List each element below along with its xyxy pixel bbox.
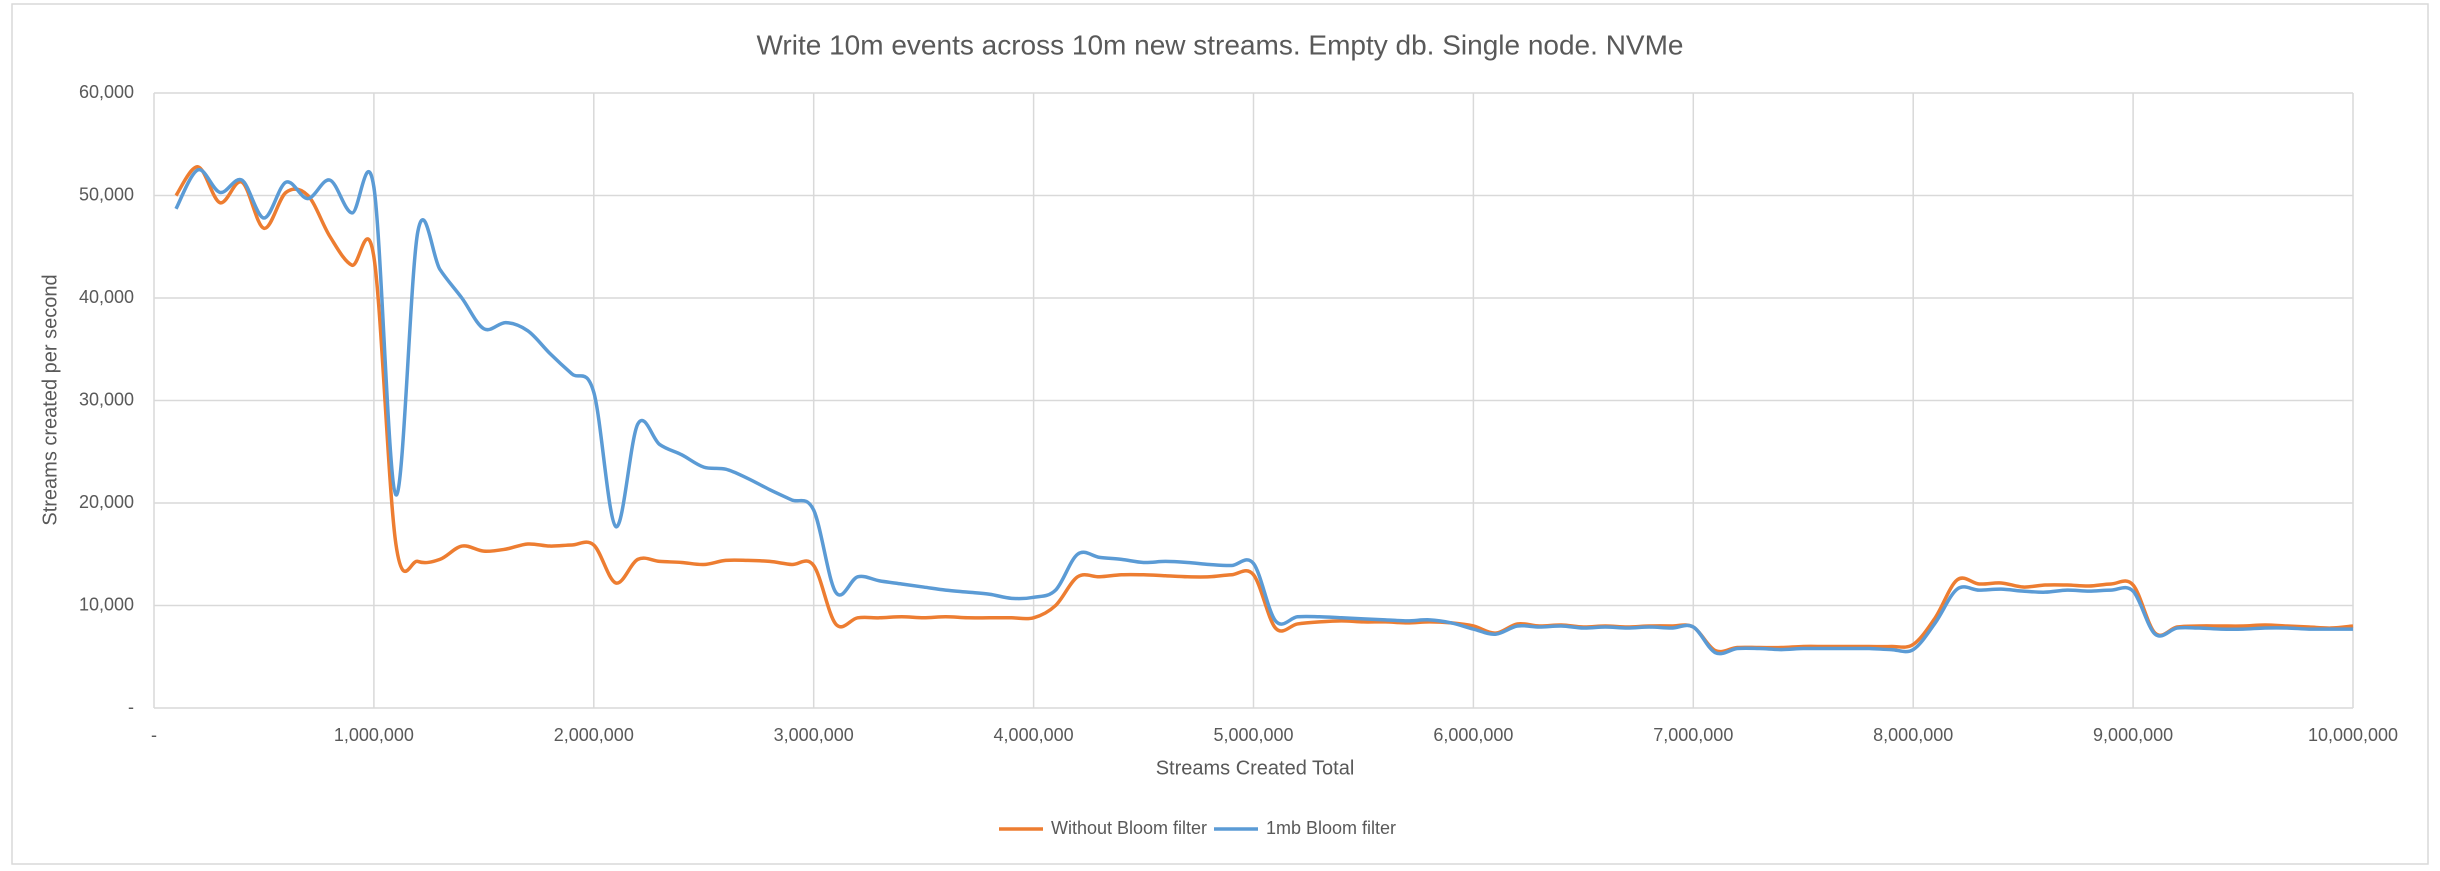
y-tick-label: 10,000 bbox=[79, 594, 134, 614]
y-tick-label: 40,000 bbox=[79, 287, 134, 307]
x-tick-label: 2,000,000 bbox=[554, 725, 634, 745]
y-tick-label: 20,000 bbox=[79, 492, 134, 512]
y-tick-label: 50,000 bbox=[79, 184, 134, 204]
chart-border bbox=[11, 3, 2429, 865]
data-line bbox=[174, 165, 2354, 654]
chart-title: Write 10m events across 10m new streams.… bbox=[757, 29, 1684, 60]
x-tick-label: 6,000,000 bbox=[1433, 725, 1513, 745]
y-axis-title: Streams created per second bbox=[39, 274, 61, 525]
y-tick-label: 60,000 bbox=[79, 82, 134, 102]
data-line bbox=[174, 168, 2353, 656]
x-tick-label: 1,000,000 bbox=[334, 725, 414, 745]
y-tick-label: 30,000 bbox=[79, 389, 134, 409]
x-tick-label: 9,000,000 bbox=[2093, 725, 2173, 745]
x-tick-label: 4,000,000 bbox=[994, 725, 1074, 745]
x-tick-label: 7,000,000 bbox=[1653, 725, 1733, 745]
x-tick-label: 3,000,000 bbox=[774, 725, 854, 745]
x-tick-label: - bbox=[151, 725, 157, 745]
x-tick-label: 5,000,000 bbox=[1213, 725, 1293, 745]
legend-label: Without Bloom filter bbox=[1051, 818, 1207, 838]
y-tick-label: - bbox=[128, 697, 134, 717]
legend-label: 1mb Bloom filter bbox=[1266, 818, 1396, 838]
x-tick-label: 10,000,000 bbox=[2308, 725, 2398, 745]
x-tick-label: 8,000,000 bbox=[1873, 725, 1953, 745]
x-axis-title: Streams Created Total bbox=[1156, 757, 1355, 779]
